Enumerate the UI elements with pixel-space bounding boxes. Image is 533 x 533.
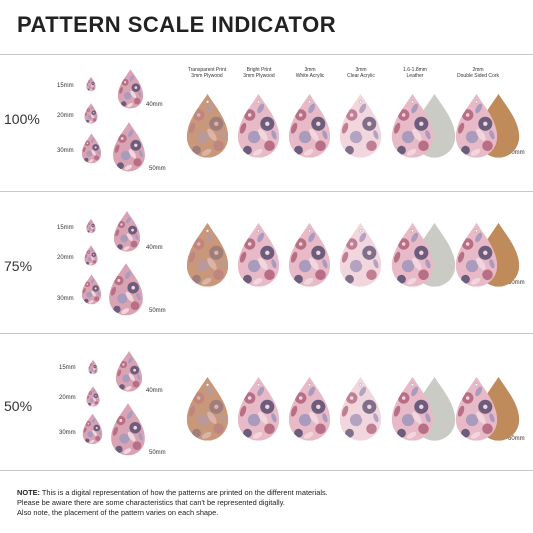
material-label-bright-plywood: Bright Print 3mm Plywood bbox=[243, 67, 275, 79]
drop-clear-acrylic bbox=[338, 376, 383, 447]
drop-40mm bbox=[113, 210, 141, 258]
drop-leather-front bbox=[390, 93, 435, 164]
size-label-30mm: 30mm bbox=[59, 430, 76, 436]
drop-bright-plywood bbox=[236, 222, 281, 293]
material-label-clear-acrylic: 3mm Clear Acrylic bbox=[347, 67, 375, 79]
drop-30mm bbox=[81, 133, 102, 169]
drop-15mm bbox=[86, 218, 96, 239]
drop-cork-front bbox=[454, 376, 499, 447]
material-label-transparent-plywood: Transparent Print 3mm Plywood bbox=[187, 67, 227, 79]
size-label-50mm: 50mm bbox=[149, 450, 166, 456]
drop-cork-front bbox=[454, 93, 499, 164]
note-line-2: Please be aware there are some character… bbox=[17, 498, 285, 507]
page-title: PATTERN SCALE INDICATOR bbox=[17, 12, 337, 37]
size-label-30mm: 30mm bbox=[57, 296, 74, 302]
size-label-40mm: 40mm bbox=[146, 102, 163, 108]
shape-size-label-60mm: 60mm bbox=[508, 280, 525, 286]
drop-30mm bbox=[82, 413, 103, 450]
drop-transparent-plywood bbox=[185, 376, 230, 447]
size-label-20mm: 20mm bbox=[59, 395, 76, 401]
material-label-cork: 2mm Double Sided Cork bbox=[457, 67, 499, 79]
drop-clear-acrylic bbox=[338, 222, 383, 293]
note-line-3: Also note, the placement of the pattern … bbox=[17, 508, 219, 517]
note-block: NOTE: This is a digital representation o… bbox=[17, 488, 522, 518]
drop-50mm bbox=[112, 121, 146, 178]
size-label-20mm: 20mm bbox=[57, 113, 74, 119]
size-label-40mm: 40mm bbox=[146, 245, 163, 251]
drop-white-acrylic bbox=[287, 222, 332, 293]
size-label-15mm: 15mm bbox=[57, 83, 74, 89]
drop-leather-front bbox=[390, 222, 435, 293]
divider-top bbox=[0, 54, 533, 55]
drop-transparent-plywood bbox=[185, 222, 230, 293]
note-line-1: NOTE: This is a digital representation o… bbox=[17, 488, 328, 497]
drop-white-acrylic bbox=[287, 93, 332, 164]
scale-label-100: 100% bbox=[4, 111, 40, 127]
size-label-20mm: 20mm bbox=[57, 255, 74, 261]
drop-15mm bbox=[88, 359, 98, 380]
scale-label-50: 50% bbox=[4, 398, 33, 414]
material-label-white-acrylic: 3mm White Acrylic bbox=[295, 67, 325, 79]
size-label-50mm: 50mm bbox=[149, 308, 166, 314]
size-label-40mm: 40mm bbox=[146, 388, 163, 394]
drop-transparent-plywood bbox=[185, 93, 230, 164]
drop-cork-front bbox=[454, 222, 499, 293]
divider-2 bbox=[0, 333, 533, 334]
drop-15mm bbox=[86, 76, 96, 97]
size-label-30mm: 30mm bbox=[57, 148, 74, 154]
drop-20mm bbox=[84, 103, 98, 129]
size-label-15mm: 15mm bbox=[59, 365, 76, 371]
material-label-leather: 1.6-1.8mm Leather bbox=[403, 67, 427, 79]
drop-20mm bbox=[86, 386, 100, 412]
drop-leather-front bbox=[390, 376, 435, 447]
drop-white-acrylic bbox=[287, 376, 332, 447]
size-label-15mm: 15mm bbox=[57, 225, 74, 231]
drop-bright-plywood bbox=[236, 376, 281, 447]
size-label-50mm: 50mm bbox=[149, 166, 166, 172]
drop-clear-acrylic bbox=[338, 93, 383, 164]
drop-40mm bbox=[117, 68, 144, 115]
drop-40mm bbox=[115, 350, 143, 398]
drop-50mm bbox=[110, 402, 146, 462]
drop-50mm bbox=[108, 262, 144, 322]
scale-label-75: 75% bbox=[4, 258, 33, 274]
divider-bottom bbox=[0, 470, 533, 471]
drop-30mm bbox=[81, 274, 102, 310]
shape-size-label-60mm: 60mm bbox=[508, 436, 525, 442]
drop-20mm bbox=[84, 245, 98, 271]
shape-size-label-60mm: 60mm bbox=[508, 150, 525, 156]
divider-1 bbox=[0, 191, 533, 192]
drop-bright-plywood bbox=[236, 93, 281, 164]
